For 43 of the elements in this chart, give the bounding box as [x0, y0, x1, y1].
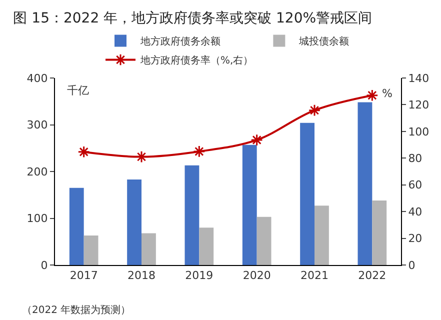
- y2-tick-label: 40: [408, 205, 422, 218]
- bar: [69, 188, 84, 265]
- bar: [358, 102, 372, 265]
- y-tick-label: 200: [26, 165, 48, 178]
- x-tick-label: 2022: [358, 269, 386, 282]
- y2-tick-label: 100: [408, 125, 430, 138]
- point: [78, 146, 90, 158]
- y2-tick-label: 60: [408, 178, 422, 192]
- y-tick-label: 0: [40, 258, 48, 272]
- y2-axis-title: %: [382, 87, 392, 100]
- y-tick-label: 300: [26, 118, 48, 132]
- y2-tick-label: 80: [408, 152, 422, 165]
- x-tick-label: 2019: [185, 269, 214, 282]
- legend-label: 地方政府债务率（%,右）: [140, 54, 254, 67]
- bar: [127, 179, 142, 265]
- legend-label: 城投债余额: [298, 36, 350, 48]
- y2-tick-label: 20: [408, 232, 422, 246]
- x-tick-label: 2020: [242, 269, 271, 282]
- chart-title: 图 15：2022 年，地方政府债务率或突破 120%警戒区间: [13, 10, 372, 27]
- y2-tick-label: 0: [408, 258, 416, 272]
- bar: [300, 122, 314, 265]
- x-tick-label: 2021: [300, 269, 328, 282]
- point: [193, 145, 206, 158]
- bar: [256, 216, 272, 265]
- bar: [142, 233, 156, 265]
- y-tick-label: 400: [26, 72, 48, 85]
- x-tick-label: 2017: [70, 269, 98, 282]
- point: [250, 134, 263, 146]
- x-tick-label: 2018: [128, 269, 156, 282]
- text: （2022 年数据为预测）: [22, 304, 131, 316]
- y-tick-label: 100: [26, 212, 48, 226]
- bar: [199, 228, 214, 265]
- bar: [84, 236, 98, 265]
- bar: [242, 144, 257, 265]
- point: [366, 89, 378, 102]
- point: [308, 104, 321, 116]
- legend-label: 地方政府债务余额: [140, 36, 220, 48]
- y2-tick-label: 140: [408, 72, 430, 85]
- bar: [372, 200, 387, 265]
- bar: [314, 206, 329, 265]
- y-axis-title: 千亿: [67, 84, 89, 97]
- y2-tick-label: 120: [408, 98, 430, 112]
- bar: [184, 165, 200, 265]
